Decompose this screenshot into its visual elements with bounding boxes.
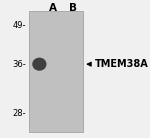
Text: B: B [69, 3, 77, 13]
Ellipse shape [32, 58, 46, 71]
Text: 36-: 36- [12, 60, 26, 69]
Bar [29, 11, 83, 132]
Text: 28-: 28- [13, 109, 26, 118]
Text: 49-: 49- [13, 21, 26, 30]
Text: TMEM38A: TMEM38A [95, 59, 149, 69]
Text: A: A [49, 3, 57, 13]
